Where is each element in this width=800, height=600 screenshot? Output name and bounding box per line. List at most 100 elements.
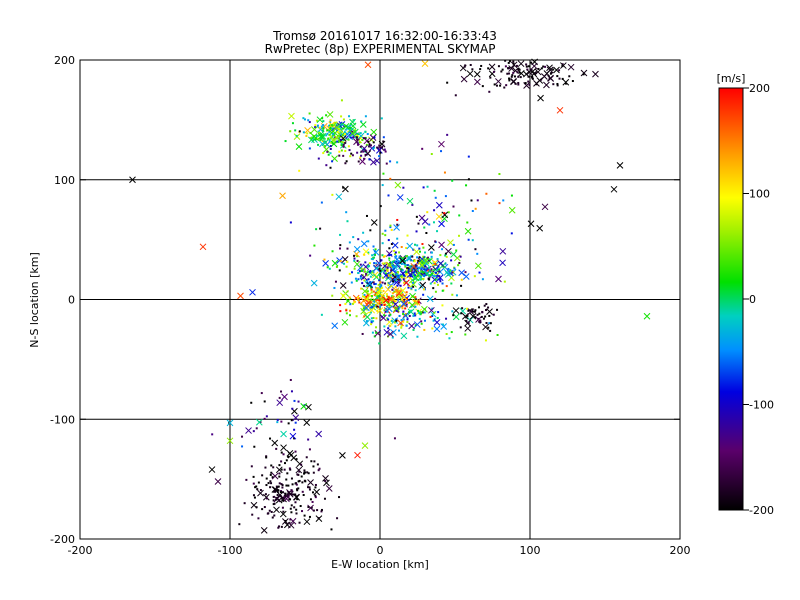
data-point-dot <box>268 509 271 512</box>
data-point-cross <box>400 332 408 340</box>
data-point-cross <box>474 262 482 270</box>
data-point-dot <box>436 274 439 277</box>
data-point-cross <box>372 265 380 272</box>
data-point-cross <box>342 122 350 130</box>
data-point-dot <box>253 496 256 499</box>
data-point-dot <box>278 464 281 467</box>
data-point-cross <box>391 263 398 271</box>
data-point-cross <box>407 308 415 316</box>
data-point-dot <box>517 83 520 86</box>
data-point-dot <box>400 262 403 265</box>
data-point-dot <box>393 321 396 324</box>
data-point-dot <box>364 115 367 118</box>
data-point-dot <box>295 495 298 498</box>
data-point-dot <box>434 271 437 274</box>
data-point-cross <box>388 295 396 303</box>
data-point-dot <box>496 308 499 311</box>
data-point-dot <box>301 481 304 484</box>
data-point-dot <box>357 296 360 299</box>
data-point-dot <box>510 194 513 197</box>
data-point-dot <box>282 499 285 502</box>
data-point-dot <box>508 60 511 63</box>
data-point-dot <box>370 298 373 301</box>
data-point-dot <box>433 311 436 314</box>
colorbar-ticks: 200 100 0 -100 -200 <box>743 82 774 517</box>
x-tick-label: -100 <box>218 544 243 557</box>
data-point-dot <box>471 210 474 213</box>
data-point-dot <box>356 138 359 141</box>
data-point-cross <box>421 60 429 67</box>
data-point-dot <box>396 271 399 274</box>
data-point-dot <box>447 267 450 270</box>
data-point-dot <box>298 479 301 482</box>
data-point-dot <box>430 269 433 272</box>
data-point-dot <box>394 325 397 328</box>
data-point-dot <box>348 241 351 244</box>
data-point-dot <box>282 453 285 456</box>
data-point-dot <box>312 471 315 474</box>
data-point-cross <box>369 134 377 141</box>
data-point-dot <box>414 324 417 327</box>
data-point-dot <box>388 306 391 309</box>
data-point-cross <box>279 192 286 200</box>
data-point-dot <box>389 224 392 227</box>
data-point-dot <box>272 495 275 498</box>
data-point-dot <box>395 260 398 263</box>
data-point-dot <box>265 497 268 500</box>
data-point-cross <box>363 137 371 145</box>
data-point-dot <box>294 129 297 132</box>
data-point-cross <box>473 70 481 78</box>
data-point-dot <box>461 307 464 310</box>
data-point-dot <box>485 192 488 195</box>
data-point-dot <box>291 490 294 493</box>
data-point-dot <box>281 484 284 487</box>
data-point-dot <box>369 229 372 232</box>
data-point-cross <box>530 62 538 70</box>
data-point-cross <box>394 181 402 189</box>
data-point-cross <box>425 257 433 265</box>
data-point-dot <box>338 135 341 138</box>
data-point-dot <box>388 254 391 257</box>
data-point-dot <box>288 467 291 470</box>
data-point-cross <box>499 247 507 255</box>
data-point-dot <box>392 280 395 283</box>
data-point-dot <box>507 61 510 64</box>
data-point-dot <box>375 276 378 279</box>
data-point-dot <box>457 264 460 267</box>
data-point-dot <box>474 310 477 313</box>
data-point-dot <box>430 255 433 258</box>
data-point-cross <box>295 143 303 150</box>
data-point-cross <box>374 300 382 307</box>
data-point-dot <box>353 259 356 262</box>
data-point-dot <box>360 287 363 290</box>
data-point-cross <box>208 466 216 473</box>
data-point-dot <box>373 283 376 286</box>
data-point-dot <box>485 322 488 325</box>
data-point-dot <box>422 186 425 189</box>
data-point-dot <box>390 319 393 322</box>
data-point-cross <box>462 273 470 280</box>
data-point-dot <box>255 485 258 488</box>
data-point-dot <box>429 315 432 318</box>
data-point-dot <box>353 267 356 270</box>
data-point-dot <box>381 254 384 257</box>
data-point-dot <box>293 399 296 402</box>
data-point-dot <box>384 310 387 313</box>
data-point-dot <box>378 155 381 158</box>
data-point-dot <box>418 256 421 259</box>
data-point-dot <box>481 311 484 314</box>
data-point-dot <box>431 327 434 330</box>
data-point-dot <box>360 120 363 123</box>
data-point-cross <box>384 286 392 293</box>
data-point-cross <box>517 60 525 68</box>
data-point-dot <box>388 304 391 307</box>
data-point-dot <box>342 143 345 146</box>
data-point-dot <box>489 329 492 332</box>
data-point-dot <box>276 493 279 496</box>
data-point-dot <box>449 269 452 272</box>
data-point-dot <box>433 318 436 321</box>
data-point-dot <box>508 79 511 82</box>
data-point-dot <box>346 220 349 223</box>
data-point-dot <box>392 297 395 300</box>
data-point-dot <box>285 459 288 462</box>
